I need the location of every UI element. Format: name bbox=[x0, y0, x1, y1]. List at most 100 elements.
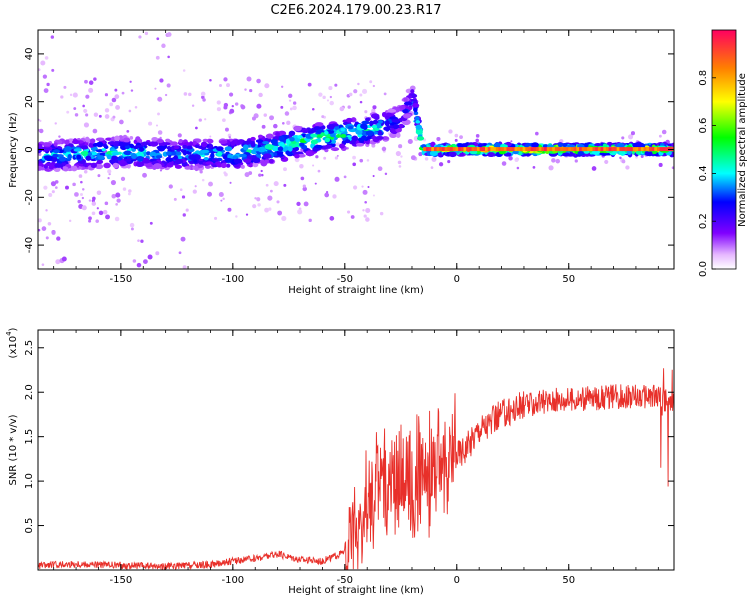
heatmap-cell bbox=[96, 159, 104, 164]
heatmap-cell bbox=[581, 147, 585, 152]
heatmap-cell bbox=[533, 147, 537, 152]
heatmap-cell bbox=[64, 139, 70, 145]
colorbar-tick-label: 0.2 bbox=[698, 213, 709, 229]
snr-frame bbox=[37, 329, 675, 571]
heatmap-cell bbox=[173, 197, 177, 201]
heatmap-cell bbox=[104, 93, 109, 97]
heatmap-cell bbox=[651, 147, 655, 152]
heatmap-cell bbox=[220, 199, 223, 202]
heatmap-cell bbox=[536, 147, 540, 152]
heatmap-cell bbox=[403, 101, 413, 106]
heatmap-cell bbox=[67, 153, 72, 160]
heatmap-cell bbox=[47, 221, 52, 226]
heatmap-cell bbox=[244, 172, 250, 178]
heatmap-cell bbox=[80, 151, 89, 156]
heatmap-cell bbox=[343, 175, 347, 179]
heatmap-cell bbox=[604, 159, 609, 164]
heatmap-cell bbox=[501, 161, 507, 166]
heatmap-cell bbox=[73, 107, 77, 110]
heatmap-cell bbox=[116, 198, 121, 203]
heatmap-cell bbox=[376, 122, 382, 129]
heatmap-cell bbox=[281, 215, 287, 222]
heatmap-cell bbox=[242, 144, 249, 151]
heatmap-cell bbox=[99, 152, 107, 156]
x-tick-label: -100 bbox=[221, 274, 244, 285]
heatmap-cell bbox=[289, 107, 293, 111]
heatmap-cell bbox=[250, 136, 256, 142]
y-tick-label: 0 bbox=[24, 146, 35, 152]
heatmap-cell bbox=[43, 155, 53, 160]
heatmap-cell bbox=[648, 147, 652, 152]
heatmap-cell bbox=[313, 126, 322, 131]
heatmap-cell bbox=[214, 216, 218, 220]
heatmap-cell bbox=[192, 141, 198, 145]
heatmap-cell bbox=[294, 154, 300, 159]
heatmap-cell bbox=[211, 158, 220, 162]
heatmap-cell bbox=[88, 142, 95, 148]
heatmap-cell bbox=[365, 207, 371, 213]
heatmap-cell bbox=[224, 146, 233, 152]
heatmap-cell bbox=[43, 88, 49, 93]
heatmap-cell bbox=[94, 163, 104, 170]
heatmap-cell bbox=[416, 136, 425, 141]
heatmap-cell bbox=[258, 173, 262, 177]
heatmap-cell bbox=[474, 147, 478, 152]
heatmap-cell bbox=[235, 215, 238, 218]
heatmap-cell bbox=[132, 259, 137, 263]
heatmap-cell bbox=[42, 74, 48, 79]
heatmap-cell bbox=[546, 147, 550, 152]
heatmap-cell bbox=[177, 133, 182, 138]
heatmap-cell bbox=[530, 147, 534, 152]
heatmap-cell bbox=[369, 120, 374, 127]
heatmap-cell bbox=[83, 122, 90, 128]
heatmap-cell bbox=[658, 134, 662, 138]
heatmap-cell bbox=[326, 124, 335, 130]
heatmap-cell bbox=[471, 147, 475, 152]
heatmap-cell bbox=[479, 147, 483, 152]
heatmap-cell bbox=[436, 147, 440, 152]
heatmap-cell bbox=[336, 134, 341, 139]
heatmap-cell bbox=[252, 162, 259, 168]
heatmap-cell bbox=[102, 209, 108, 215]
heatmap-cell bbox=[156, 139, 164, 144]
heatmap-cell bbox=[584, 147, 588, 152]
heatmap-cell bbox=[407, 138, 413, 145]
heatmap-cell bbox=[182, 265, 187, 269]
heatmap-cell bbox=[415, 124, 423, 130]
heatmap-cell bbox=[525, 147, 529, 152]
heatmap-cell bbox=[157, 112, 160, 116]
heatmap-cell bbox=[101, 148, 106, 152]
heatmap-cell bbox=[40, 60, 46, 66]
heatmap-cell bbox=[383, 92, 387, 96]
heatmap-cell bbox=[351, 135, 359, 142]
heatmap-cell bbox=[321, 115, 325, 119]
heatmap-cell bbox=[314, 182, 317, 185]
heatmap-cell bbox=[107, 169, 112, 174]
spectrogram-panel: -150 -100 -50 0 50 -40 -20 0 20 40 Height of stra… bbox=[8, 29, 675, 296]
heatmap-cell bbox=[188, 141, 194, 147]
heatmap-cell bbox=[153, 163, 162, 170]
heatmap-cell bbox=[423, 147, 427, 152]
heatmap-cell bbox=[412, 103, 420, 108]
heatmap-cell bbox=[162, 156, 165, 159]
heatmap-cell bbox=[95, 137, 105, 142]
heatmap-cell bbox=[194, 185, 197, 188]
heatmap-cell bbox=[548, 165, 554, 171]
heatmap-cell bbox=[70, 165, 78, 172]
heatmap-cell bbox=[381, 146, 387, 152]
heatmap-cell bbox=[81, 205, 87, 211]
heatmap-cell bbox=[320, 132, 325, 137]
heatmap-cell bbox=[186, 145, 193, 150]
heatmap-cell bbox=[616, 142, 625, 149]
heatmap-cell bbox=[38, 165, 43, 171]
y-tick-label: 1.0 bbox=[24, 473, 35, 489]
heatmap-cell bbox=[83, 108, 88, 113]
heatmap-cell bbox=[265, 183, 269, 187]
heatmap-cell bbox=[216, 100, 221, 105]
heatmap-cell bbox=[103, 162, 111, 169]
heatmap-cell bbox=[532, 166, 536, 169]
heatmap-cell bbox=[92, 128, 98, 134]
heatmap-cell bbox=[369, 80, 373, 84]
heatmap-cell bbox=[283, 183, 287, 187]
heatmap-cell bbox=[484, 147, 488, 152]
